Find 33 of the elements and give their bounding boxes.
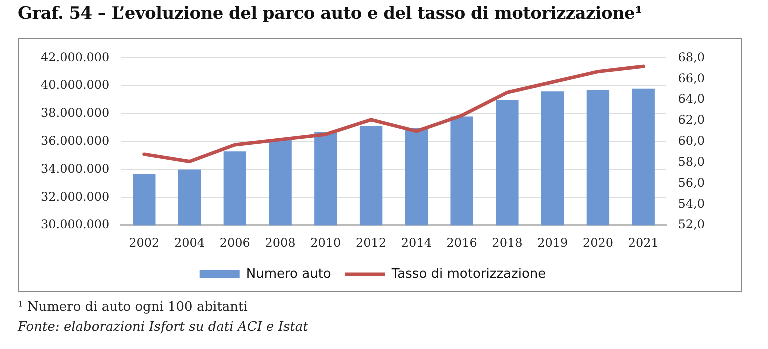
x-tick-label: 2018 (492, 236, 523, 250)
y2-tick-label: 68,0 (678, 50, 705, 64)
y2-tick-label: 66,0 (678, 71, 705, 86)
y2-tick-label: 56,0 (678, 176, 705, 190)
x-tick-label: 2010 (310, 236, 342, 250)
x-tick-label: 2014 (401, 236, 432, 250)
y2-tick-label: 64,0 (678, 92, 705, 106)
x-tick-label: 2019 (538, 236, 568, 250)
text: ¹ Numero di auto ogni 100 abitanti (18, 299, 249, 317)
x-tick-label: 2004 (174, 236, 206, 250)
y-tick-label: 38.000.000 (40, 106, 110, 120)
x-tick-label: 2020 (582, 236, 614, 250)
y-tick-label: 40.000.000 (40, 78, 110, 92)
y2-tick-label: 62,0 (678, 113, 705, 128)
x-tick-label: 2016 (446, 236, 478, 250)
y2-tick-label: 60,0 (678, 134, 705, 148)
y-tick-label: 30.000.000 (40, 218, 110, 232)
x-tick-label: 2006 (220, 236, 250, 250)
y-tick-label: 32.000.000 (40, 190, 110, 204)
x-tick-label: 2002 (129, 236, 160, 250)
y2-tick-label: 52,0 (678, 218, 705, 232)
x-tick-label: 2021 (628, 236, 659, 250)
y-tick-label: 42.000.000 (40, 50, 110, 64)
chart-title: Graf. 54 – L’evoluzione del parco auto e del tasso di motorizzazione¹ (18, 4, 642, 24)
y-tick-label: 34.000.000 (40, 162, 110, 176)
x-tick-label: 2012 (356, 236, 387, 250)
source-note: Fonte: elaborazioni Isfort su dati ACI e Istat (18, 319, 308, 337)
x-tick-label: 2008 (265, 236, 296, 250)
legend-label: Numero auto (246, 266, 332, 282)
y-tick-label: 36.000.000 (40, 134, 110, 148)
y2-tick-label: 54,0 (678, 196, 705, 211)
legend-label: Tasso di motorizzazione (390, 266, 546, 282)
y2-tick-label: 58,0 (678, 154, 705, 169)
